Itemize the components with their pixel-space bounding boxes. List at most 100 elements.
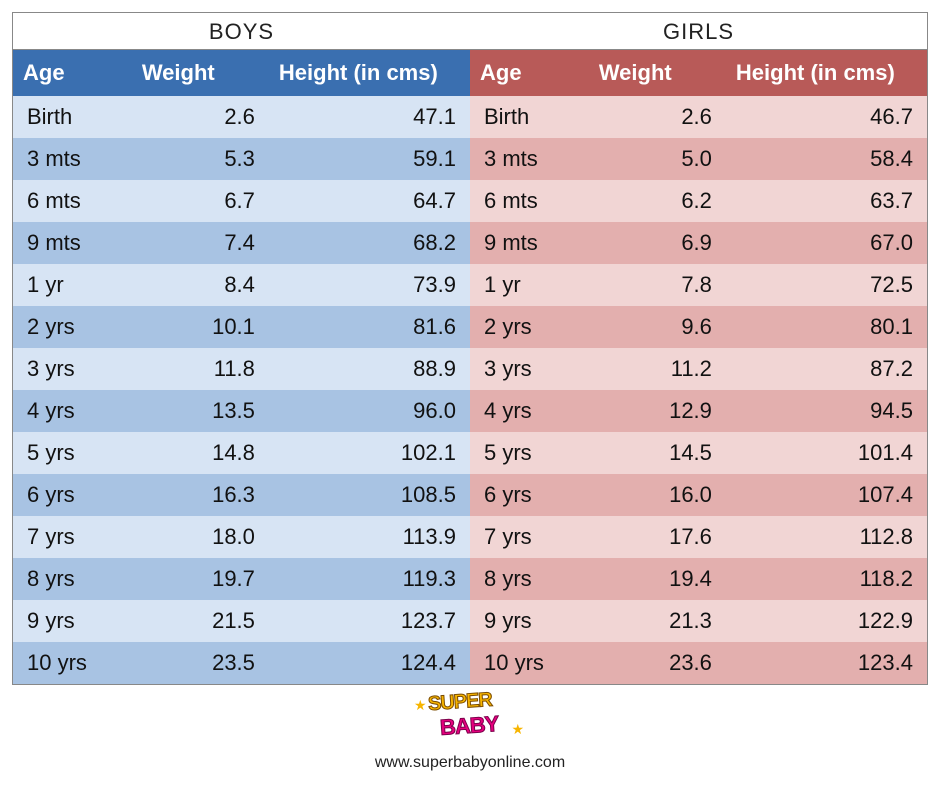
age-cell: 9 yrs xyxy=(13,600,132,642)
age-cell: 2 yrs xyxy=(470,306,589,348)
age-cell: 6 yrs xyxy=(470,474,589,516)
age-cell: 8 yrs xyxy=(13,558,132,600)
age-cell: 10 yrs xyxy=(470,642,589,684)
weight-cell: 7.8 xyxy=(589,264,726,306)
boys-row: 8 yrs19.7119.3 xyxy=(13,558,470,600)
boys-row: 10 yrs23.5124.4 xyxy=(13,642,470,684)
girls-row: 5 yrs14.5101.4 xyxy=(470,432,927,474)
height-cell: 58.4 xyxy=(726,138,927,180)
height-cell: 94.5 xyxy=(726,390,927,432)
weight-cell: 6.7 xyxy=(132,180,269,222)
age-cell: 9 mts xyxy=(470,222,589,264)
girls-row: 3 yrs11.287.2 xyxy=(470,348,927,390)
boys-column: BOYS Age Weight Height (in cms) Birth2.6… xyxy=(13,13,470,684)
height-cell: 88.9 xyxy=(269,348,470,390)
weight-cell: 16.0 xyxy=(589,474,726,516)
age-cell: Birth xyxy=(13,96,132,138)
age-cell: 6 yrs xyxy=(13,474,132,516)
height-cell: 67.0 xyxy=(726,222,927,264)
girls-row: 6 mts6.263.7 xyxy=(470,180,927,222)
boys-header-row: Age Weight Height (in cms) xyxy=(13,50,470,96)
height-cell: 81.6 xyxy=(269,306,470,348)
age-cell: 4 yrs xyxy=(13,390,132,432)
weight-cell: 13.5 xyxy=(132,390,269,432)
weight-cell: 18.0 xyxy=(132,516,269,558)
age-cell: 1 yr xyxy=(13,264,132,306)
weight-cell: 5.0 xyxy=(589,138,726,180)
boys-row: 9 yrs21.5123.7 xyxy=(13,600,470,642)
girls-row: 8 yrs19.4118.2 xyxy=(470,558,927,600)
height-cell: 102.1 xyxy=(269,432,470,474)
weight-cell: 7.4 xyxy=(132,222,269,264)
boys-row: 4 yrs13.596.0 xyxy=(13,390,470,432)
weight-cell: 2.6 xyxy=(132,96,269,138)
boys-row: 2 yrs10.181.6 xyxy=(13,306,470,348)
height-cell: 46.7 xyxy=(726,96,927,138)
boys-header-height: Height (in cms) xyxy=(269,50,470,96)
weight-cell: 2.6 xyxy=(589,96,726,138)
age-cell: 9 mts xyxy=(13,222,132,264)
age-cell: 10 yrs xyxy=(13,642,132,684)
girls-row: 3 mts5.058.4 xyxy=(470,138,927,180)
height-cell: 96.0 xyxy=(269,390,470,432)
weight-cell: 6.2 xyxy=(589,180,726,222)
girls-row: 10 yrs23.6123.4 xyxy=(470,642,927,684)
height-cell: 118.2 xyxy=(726,558,927,600)
girls-header-row: Age Weight Height (in cms) xyxy=(470,50,927,96)
boys-header-age: Age xyxy=(13,50,132,96)
boys-row: 1 yr8.473.9 xyxy=(13,264,470,306)
weight-cell: 21.5 xyxy=(132,600,269,642)
height-cell: 119.3 xyxy=(269,558,470,600)
height-cell: 64.7 xyxy=(269,180,470,222)
age-cell: 2 yrs xyxy=(13,306,132,348)
weight-cell: 5.3 xyxy=(132,138,269,180)
age-cell: 6 mts xyxy=(13,180,132,222)
tables-container: BOYS Age Weight Height (in cms) Birth2.6… xyxy=(12,12,928,685)
weight-cell: 8.4 xyxy=(132,264,269,306)
age-cell: 7 yrs xyxy=(470,516,589,558)
weight-cell: 11.8 xyxy=(132,348,269,390)
height-cell: 63.7 xyxy=(726,180,927,222)
footer-url: www.superbabyonline.com xyxy=(12,754,928,772)
weight-cell: 16.3 xyxy=(132,474,269,516)
boys-rows: Birth2.647.13 mts5.359.16 mts6.764.79 mt… xyxy=(13,96,470,684)
footer: ★ ★ SUPER BABY www.superbabyonline.com xyxy=(12,691,928,772)
weight-cell: 21.3 xyxy=(589,600,726,642)
height-cell: 87.2 xyxy=(726,348,927,390)
boys-row: 6 mts6.764.7 xyxy=(13,180,470,222)
height-cell: 112.8 xyxy=(726,516,927,558)
age-cell: 3 mts xyxy=(470,138,589,180)
girls-row: 9 mts6.967.0 xyxy=(470,222,927,264)
boys-row: 3 mts5.359.1 xyxy=(13,138,470,180)
height-cell: 108.5 xyxy=(269,474,470,516)
height-cell: 124.4 xyxy=(269,642,470,684)
age-cell: 5 yrs xyxy=(470,432,589,474)
age-cell: 1 yr xyxy=(470,264,589,306)
weight-cell: 12.9 xyxy=(589,390,726,432)
girls-header-weight: Weight xyxy=(589,50,726,96)
age-cell: 3 yrs xyxy=(13,348,132,390)
girls-title: GIRLS xyxy=(470,13,927,50)
height-cell: 73.9 xyxy=(269,264,470,306)
height-cell: 68.2 xyxy=(269,222,470,264)
boys-row: 9 mts7.468.2 xyxy=(13,222,470,264)
age-cell: 9 yrs xyxy=(470,600,589,642)
height-cell: 123.4 xyxy=(726,642,927,684)
star-icon: ★ xyxy=(511,721,524,738)
boys-row: 3 yrs11.888.9 xyxy=(13,348,470,390)
girls-row: Birth2.646.7 xyxy=(470,96,927,138)
height-cell: 72.5 xyxy=(726,264,927,306)
weight-cell: 14.8 xyxy=(132,432,269,474)
boys-row: 5 yrs14.8102.1 xyxy=(13,432,470,474)
girls-rows: Birth2.646.73 mts5.058.46 mts6.263.79 mt… xyxy=(470,96,927,684)
age-cell: 3 yrs xyxy=(470,348,589,390)
boys-title: BOYS xyxy=(13,13,470,50)
girls-row: 1 yr7.872.5 xyxy=(470,264,927,306)
weight-cell: 23.5 xyxy=(132,642,269,684)
age-cell: 7 yrs xyxy=(13,516,132,558)
logo-bottom-text: BABY xyxy=(439,711,499,741)
girls-row: 2 yrs9.680.1 xyxy=(470,306,927,348)
superbaby-logo: ★ ★ SUPER BABY xyxy=(410,691,530,747)
boys-row: 7 yrs18.0113.9 xyxy=(13,516,470,558)
height-cell: 113.9 xyxy=(269,516,470,558)
